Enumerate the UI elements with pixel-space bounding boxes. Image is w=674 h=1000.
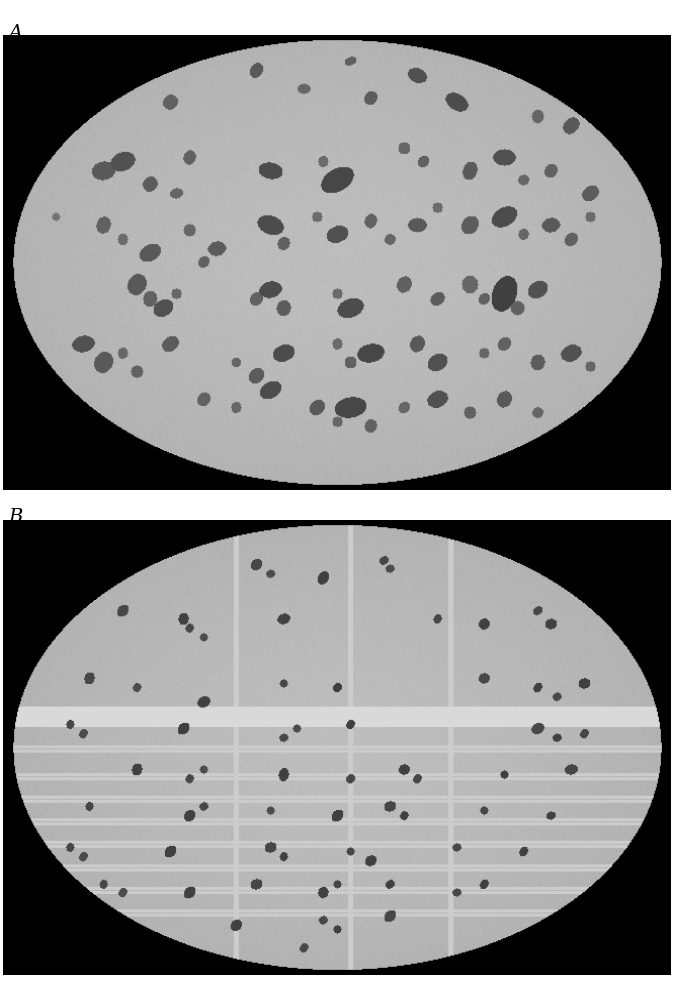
Text: A: A	[8, 24, 22, 42]
Text: B: B	[8, 508, 22, 526]
